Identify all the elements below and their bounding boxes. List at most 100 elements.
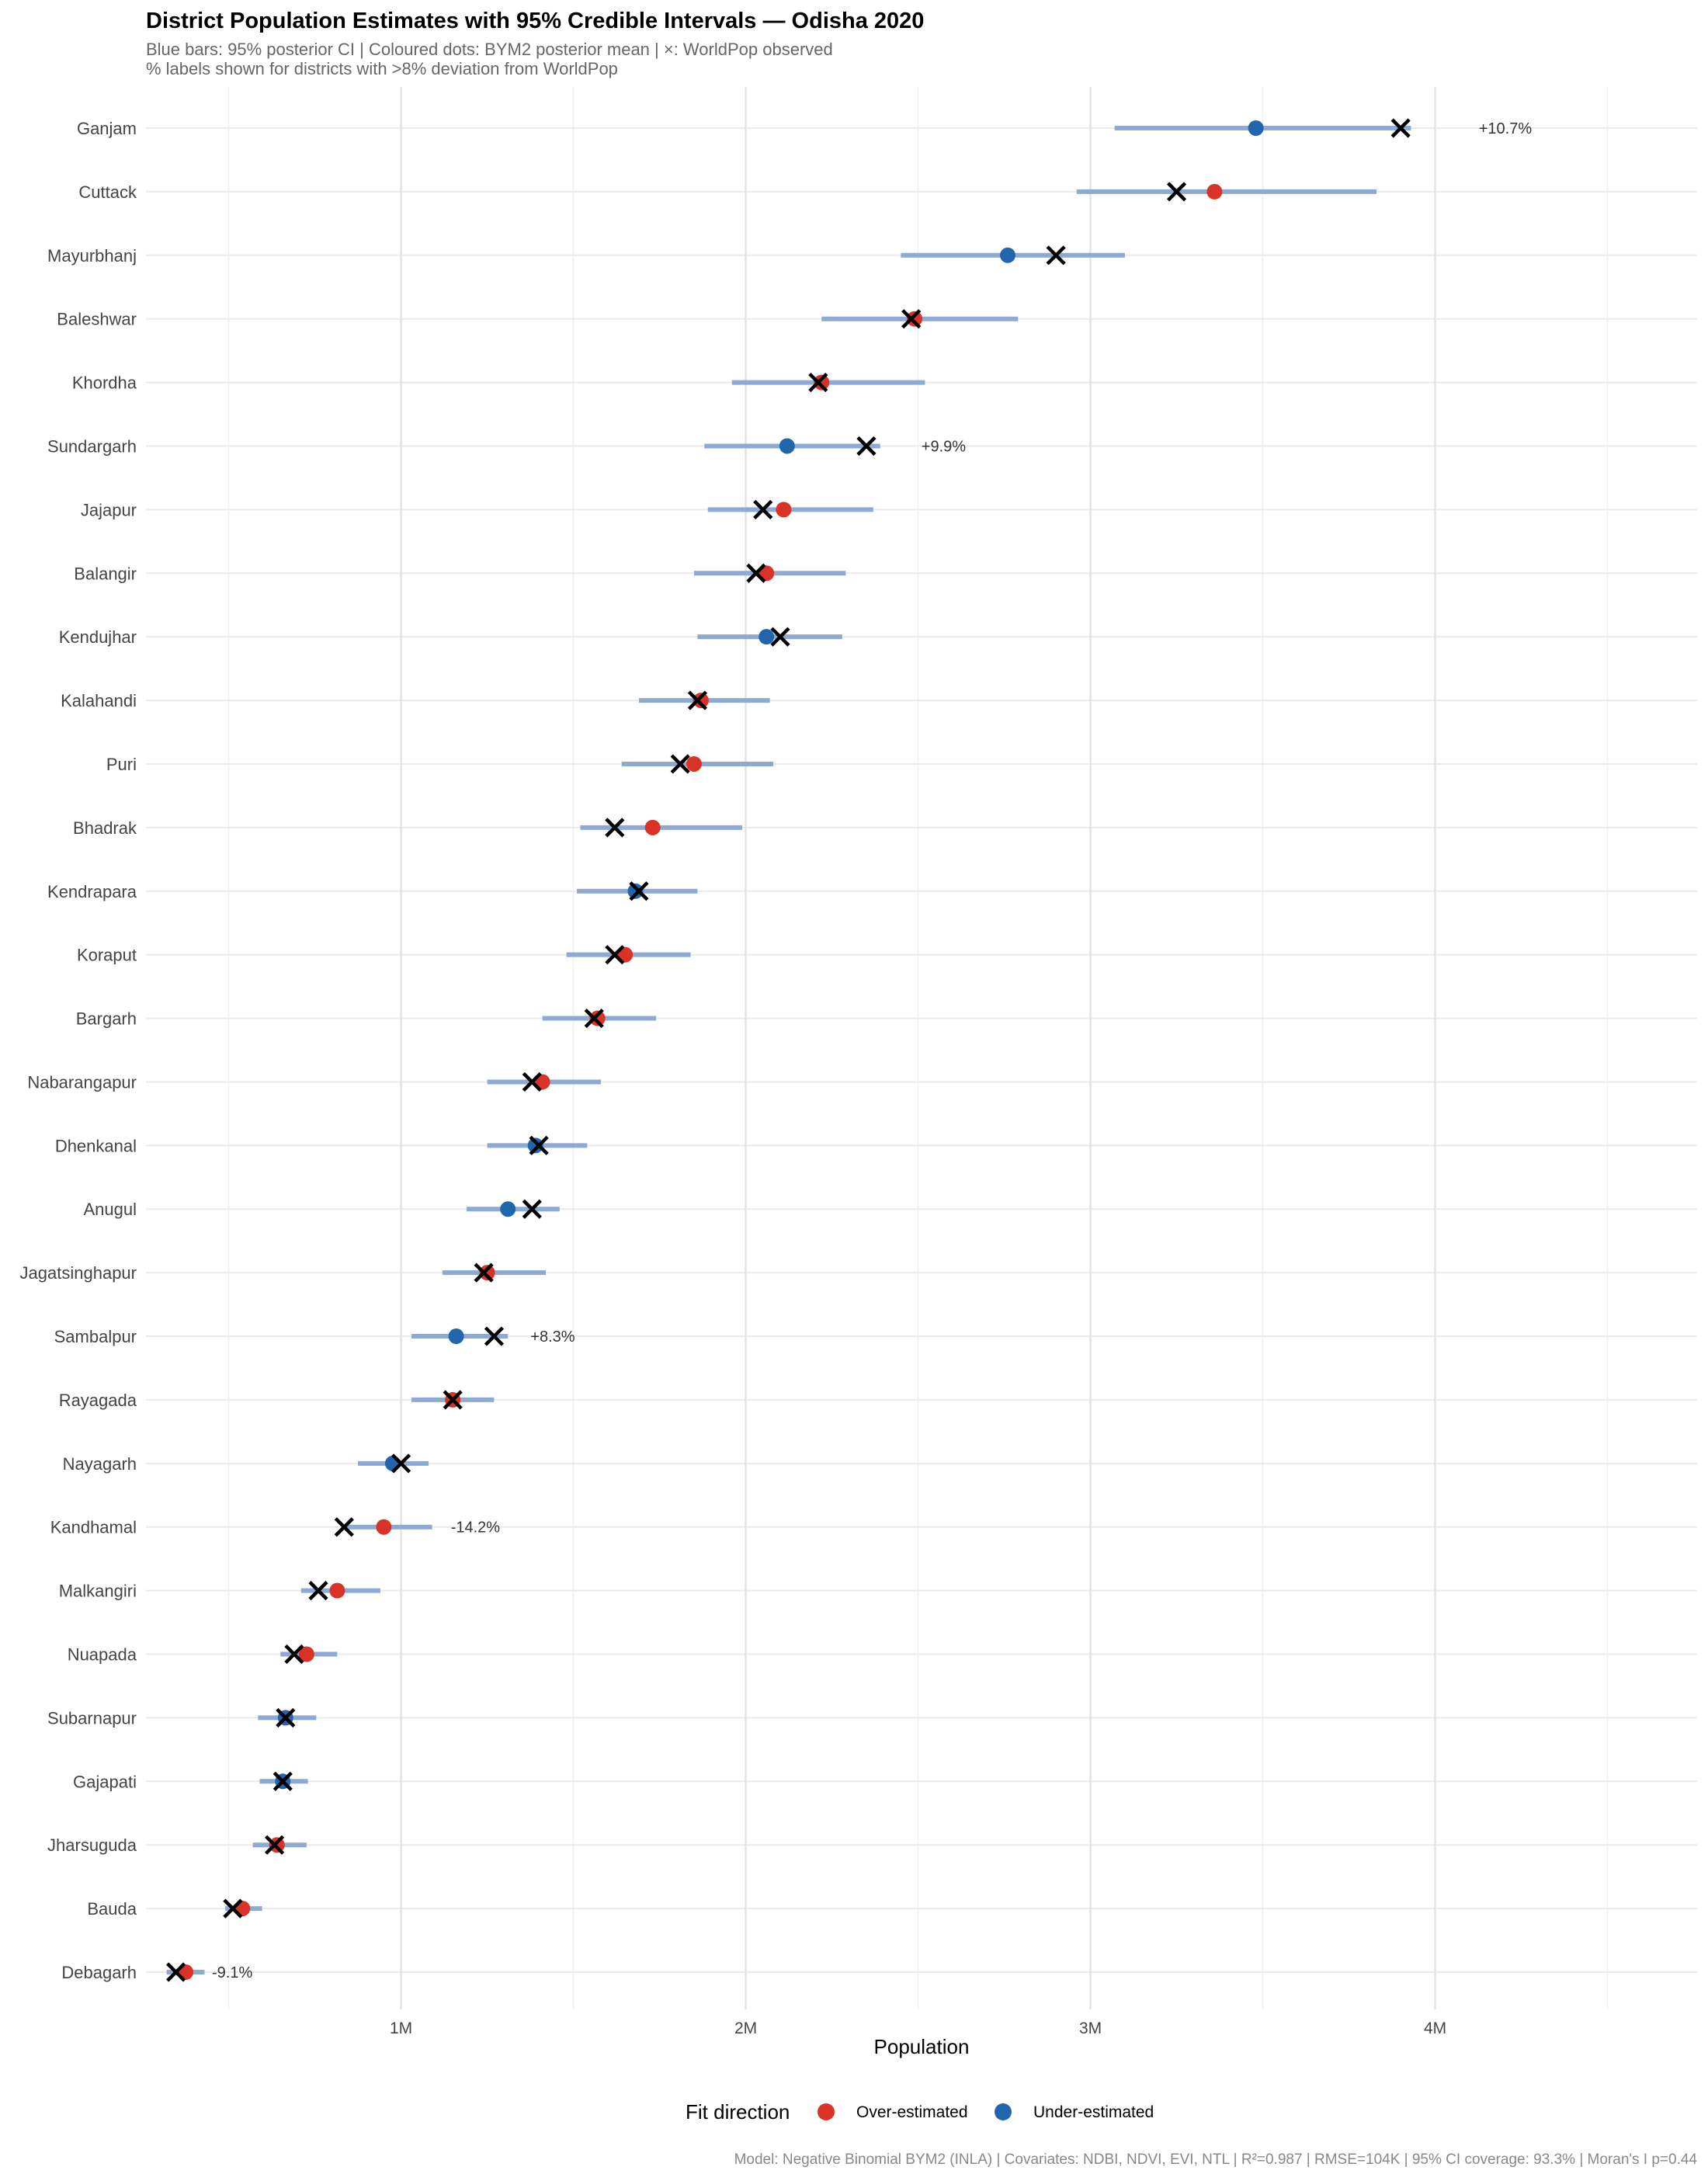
observed-cross-marker xyxy=(522,1071,542,1092)
observed-cross-marker xyxy=(1390,118,1411,138)
x-tick-label: 3M xyxy=(1079,2019,1102,2037)
observed-cross-marker xyxy=(529,1135,549,1155)
y-tick-label: Kendujhar xyxy=(59,627,137,647)
observed-cross-marker xyxy=(629,881,649,901)
posterior-mean-dot xyxy=(1000,247,1015,263)
observed-cross-stroke xyxy=(1046,245,1066,266)
observed-cross-stroke xyxy=(443,1390,463,1410)
posterior-mean-dot xyxy=(298,1646,314,1662)
posterior-mean-dot xyxy=(776,502,792,518)
y-tick-label: Ganjam xyxy=(77,119,137,138)
observed-cross-stroke xyxy=(901,309,922,329)
y-tick-label: Baleshwar xyxy=(57,310,137,329)
posterior-mean-dot xyxy=(384,1455,401,1471)
observed-cross-marker xyxy=(584,1008,604,1029)
y-tick-label: Jharsuguda xyxy=(47,1835,137,1855)
deviation-label: +9.9% xyxy=(922,438,966,455)
observed-cross-stroke xyxy=(273,1771,293,1791)
observed-cross-marker xyxy=(1166,182,1187,202)
observed-cross-marker xyxy=(687,690,707,710)
observed-cross-stroke xyxy=(670,754,690,774)
y-tick-label: Puri xyxy=(106,755,137,774)
observed-cross-stroke xyxy=(484,1326,505,1346)
observed-cross-marker xyxy=(223,1898,243,1919)
row-ganjam: Ganjam +10.7% xyxy=(77,118,1533,138)
y-tick-label: Koraput xyxy=(77,946,137,965)
observed-cross-marker xyxy=(605,818,625,838)
observed-cross-marker xyxy=(484,1326,505,1346)
row-mayurbhanj: Mayurbhanj xyxy=(47,245,1125,266)
posterior-mean-dot xyxy=(759,629,775,645)
row-nabarangapur: Nabarangapur xyxy=(27,1071,602,1092)
row-sundargarh: Sundargarh +9.9% xyxy=(47,436,966,456)
row-kalahandi: Kalahandi xyxy=(61,690,770,710)
y-tick-label: Sambalpur xyxy=(54,1327,137,1346)
observed-cross-marker xyxy=(166,1962,186,1982)
observed-cross-marker xyxy=(276,1707,296,1728)
row-dhenkanal: Dhenkanal xyxy=(55,1135,588,1155)
y-tick-label: Balangir xyxy=(74,564,137,583)
y-tick-label: Rayagada xyxy=(59,1391,137,1410)
observed-cross-marker xyxy=(443,1390,463,1410)
y-tick-label: Anugul xyxy=(83,1200,137,1219)
y-tick-label: Debagarh xyxy=(61,1963,137,1982)
observed-cross-stroke xyxy=(605,818,625,838)
row-debagarh: Debagarh -9.1% xyxy=(61,1962,252,1982)
observed-cross-stroke xyxy=(474,1262,494,1283)
observed-cross-stroke xyxy=(584,1008,604,1029)
observed-cross-stroke xyxy=(308,1581,328,1601)
observed-cross-marker xyxy=(334,1517,354,1537)
posterior-mean-dot xyxy=(814,374,830,391)
posterior-mean-dot xyxy=(527,1137,543,1154)
row-baleshwar: Baleshwar xyxy=(57,309,1019,329)
observed-cross-marker xyxy=(753,499,773,519)
y-tick-label: Dhenkanal xyxy=(55,1136,137,1155)
observed-cross-stroke xyxy=(166,1962,186,1982)
y-tick-label: Nuapada xyxy=(68,1645,137,1665)
chart-subtitle-line-2: % labels shown for districts with >8% de… xyxy=(146,59,618,78)
y-tick-label: Gajapati xyxy=(73,1772,137,1791)
observed-cross-stroke xyxy=(265,1835,285,1855)
observed-cross-marker xyxy=(308,1581,328,1601)
observed-cross-stroke xyxy=(629,881,649,901)
posterior-mean-dot xyxy=(329,1582,345,1599)
row-koraput: Koraput xyxy=(77,945,691,965)
observed-cross-stroke xyxy=(753,499,773,519)
chart-title: District Population Estimates with 95% C… xyxy=(146,9,924,33)
observed-cross-stroke xyxy=(522,1199,542,1219)
y-tick-label: Khordha xyxy=(72,373,137,393)
y-tick-label: Subarnapur xyxy=(47,1708,137,1728)
posterior-mean-dot xyxy=(686,755,702,772)
observed-cross-stroke xyxy=(770,627,790,647)
row-gajapati: Gajapati xyxy=(73,1771,308,1791)
observed-cross-stroke xyxy=(605,945,625,965)
observed-cross-stroke xyxy=(276,1707,296,1728)
observed-cross-stroke xyxy=(1390,118,1411,138)
chart-subtitle-line-1: Blue bars: 95% posterior CI | Coloured d… xyxy=(146,40,833,59)
y-tick-label: Nabarangapur xyxy=(27,1072,137,1092)
observed-cross-marker xyxy=(391,1453,411,1474)
deviation-label: +10.7% xyxy=(1479,120,1533,137)
row-cuttack: Cuttack xyxy=(78,182,1377,202)
row-anugul: Anugul xyxy=(83,1199,560,1219)
y-tick-label: Malkangiri xyxy=(59,1582,137,1601)
observed-cross-stroke xyxy=(391,1453,411,1474)
observed-cross-stroke xyxy=(1166,182,1187,202)
legend-over-estimated-dot xyxy=(818,2103,835,2120)
x-tick-label: 1M xyxy=(390,2019,412,2037)
y-tick-label: Mayurbhanj xyxy=(47,246,137,266)
observed-cross-stroke xyxy=(856,436,877,457)
posterior-mean-dot xyxy=(589,1010,606,1026)
row-nuapada: Nuapada xyxy=(68,1644,338,1665)
observed-cross-marker xyxy=(670,754,690,774)
observed-cross-marker xyxy=(1046,245,1066,266)
x-tick-label: 4M xyxy=(1424,2019,1446,2037)
row-nayagarh: Nayagarh xyxy=(63,1453,429,1474)
row-subarnapur: Subarnapur xyxy=(47,1707,317,1728)
row-kendujhar: Kendujhar xyxy=(59,627,842,647)
observed-cross-stroke xyxy=(284,1644,304,1665)
row-rayagada: Rayagada xyxy=(59,1390,495,1410)
legend-title: Fit direction xyxy=(686,2100,790,2124)
deviation-label: -9.1% xyxy=(212,1964,252,1981)
